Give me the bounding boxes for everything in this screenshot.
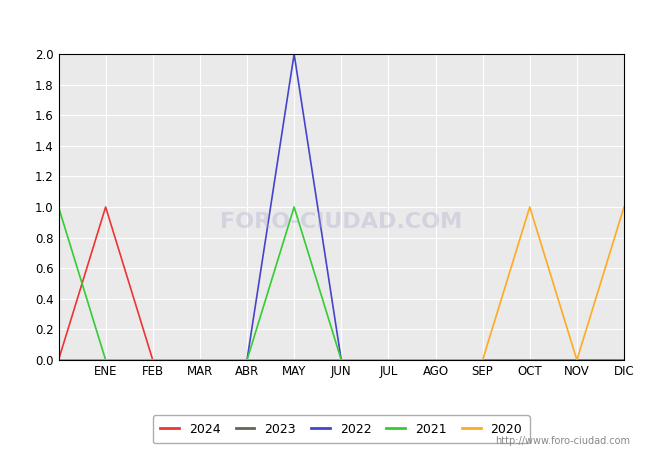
Legend: 2024, 2023, 2022, 2021, 2020: 2024, 2023, 2022, 2021, 2020 bbox=[153, 415, 530, 443]
Text: Matriculaciones de Vehículos en Fuentestrún: Matriculaciones de Vehículos en Fuentest… bbox=[124, 11, 526, 29]
Text: FORO-CIUDAD.COM: FORO-CIUDAD.COM bbox=[220, 212, 462, 232]
Text: http://www.foro-ciudad.com: http://www.foro-ciudad.com bbox=[495, 436, 630, 446]
